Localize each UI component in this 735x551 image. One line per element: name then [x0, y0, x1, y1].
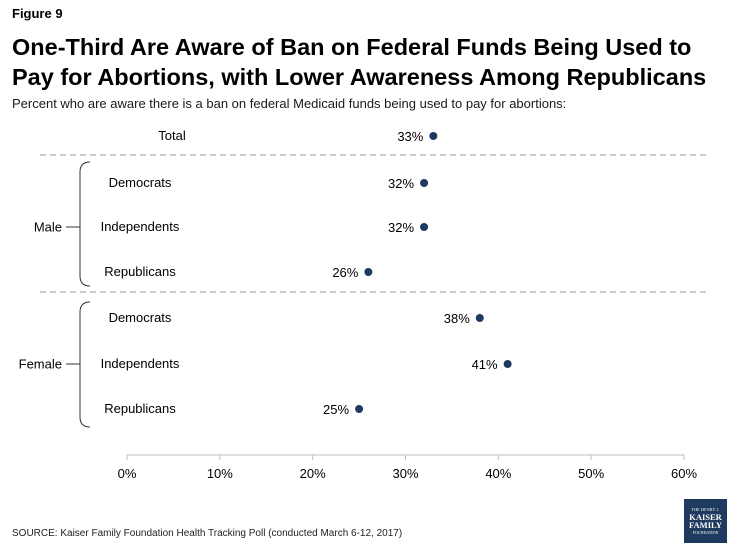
group-label-3: Female	[19, 357, 62, 372]
x-tick-label: 10%	[207, 466, 233, 481]
data-label: 32%	[388, 176, 414, 191]
data-label: 33%	[397, 129, 423, 144]
group-bracket-3	[79, 301, 91, 428]
data-point	[420, 179, 429, 187]
x-tick-label: 60%	[671, 466, 697, 481]
data-point	[429, 132, 438, 140]
figure-label: Figure 9	[12, 6, 63, 21]
x-tick-label: 50%	[578, 466, 604, 481]
x-tick-label: 0%	[118, 466, 137, 481]
category-label: Democrats	[109, 310, 172, 325]
data-label: 26%	[332, 265, 358, 280]
data-label: 41%	[472, 357, 498, 372]
logo-line-4: FOUNDATION	[692, 529, 719, 535]
category-label: Republicans	[104, 401, 176, 416]
logo-line-1: THE HENRY J.	[691, 506, 720, 512]
category-label: Independents	[101, 219, 180, 234]
category-label: Republicans	[104, 264, 176, 279]
logo-line-3: FAMILY	[688, 520, 723, 530]
x-tick-label: 40%	[485, 466, 511, 481]
category-label: Democrats	[109, 175, 172, 190]
logo-line-2: KAISER	[689, 511, 722, 522]
group-label-2: Male	[34, 220, 62, 235]
data-point	[420, 223, 429, 231]
chart-subtitle: Percent who are aware there is a ban on …	[12, 96, 567, 111]
kff-logo: THE HENRY J. KAISER FAMILY FOUNDATION	[684, 499, 727, 543]
chart-title: One-Third Are Aware of Ban on Federal Fu…	[12, 34, 707, 90]
group-bracket-2	[79, 161, 91, 287]
category-label: Independents	[101, 356, 180, 371]
data-point	[364, 268, 373, 276]
data-point	[503, 360, 512, 368]
x-tick-label: 30%	[392, 466, 418, 481]
data-label: 25%	[323, 402, 349, 417]
category-label: Total	[158, 128, 186, 143]
dot-plot: Total 33% Male Democrats 32% Independents 32% R…	[19, 128, 708, 481]
source-note: SOURCE: Kaiser Family Foundation Health …	[12, 528, 403, 539]
data-point	[475, 314, 484, 322]
x-tick-label: 20%	[300, 466, 326, 481]
data-label: 32%	[388, 220, 414, 235]
data-point	[355, 405, 364, 413]
data-label: 38%	[444, 311, 470, 326]
